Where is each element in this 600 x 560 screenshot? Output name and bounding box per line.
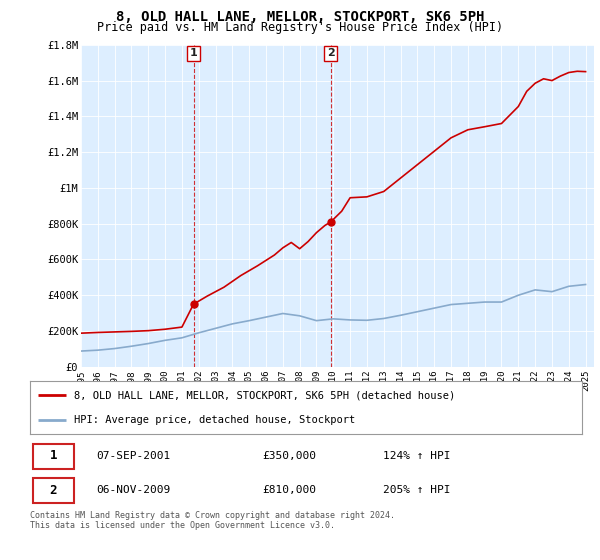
Text: Contains HM Land Registry data © Crown copyright and database right 2024.
This d: Contains HM Land Registry data © Crown c… <box>30 511 395 530</box>
Text: 06-NOV-2009: 06-NOV-2009 <box>96 486 170 495</box>
Text: 07-SEP-2001: 07-SEP-2001 <box>96 451 170 461</box>
Text: £350,000: £350,000 <box>262 451 316 461</box>
Text: 8, OLD HALL LANE, MELLOR, STOCKPORT, SK6 5PH (detached house): 8, OLD HALL LANE, MELLOR, STOCKPORT, SK6… <box>74 390 455 400</box>
Text: HPI: Average price, detached house, Stockport: HPI: Average price, detached house, Stoc… <box>74 414 355 424</box>
Text: 8, OLD HALL LANE, MELLOR, STOCKPORT, SK6 5PH: 8, OLD HALL LANE, MELLOR, STOCKPORT, SK6… <box>116 10 484 24</box>
Text: 124% ↑ HPI: 124% ↑ HPI <box>383 451 451 461</box>
Text: 205% ↑ HPI: 205% ↑ HPI <box>383 486 451 495</box>
FancyBboxPatch shape <box>33 444 74 469</box>
Text: £810,000: £810,000 <box>262 486 316 495</box>
Text: 2: 2 <box>327 48 335 58</box>
Text: 2: 2 <box>50 484 57 497</box>
Text: Price paid vs. HM Land Registry's House Price Index (HPI): Price paid vs. HM Land Registry's House … <box>97 21 503 34</box>
Text: 1: 1 <box>50 450 57 463</box>
FancyBboxPatch shape <box>33 478 74 503</box>
Text: 1: 1 <box>190 48 197 58</box>
